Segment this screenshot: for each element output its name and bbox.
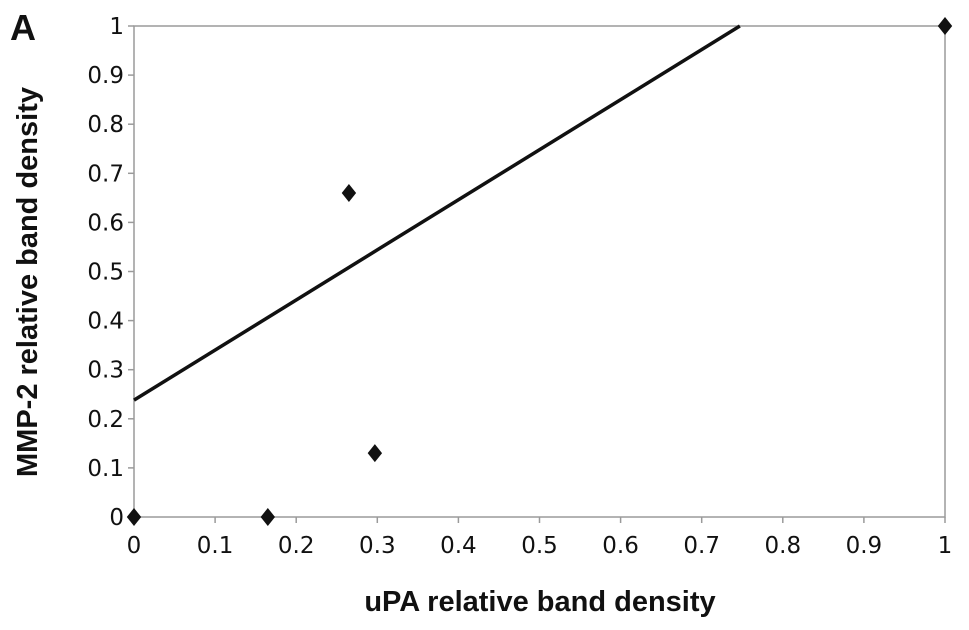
y-tick-label: 0.8 [87, 112, 124, 138]
y-tick-label: 0.7 [87, 161, 124, 187]
y-tick-label: 1 [109, 14, 124, 40]
x-tick-label: 0 [127, 533, 142, 559]
data-point [260, 508, 276, 526]
x-tick-label: 0.6 [602, 533, 639, 559]
x-tick-label: 0.9 [846, 533, 883, 559]
panel-label: A [10, 7, 36, 48]
y-tick-label: 0.4 [87, 309, 124, 335]
x-tick-label: 1 [938, 533, 953, 559]
x-tick-label: 0.1 [197, 533, 234, 559]
y-tick-label: 0.6 [87, 210, 124, 236]
x-tick-label: 0.2 [278, 533, 315, 559]
x-tick-label: 0.3 [359, 533, 396, 559]
y-tick-label: 0 [109, 505, 124, 531]
x-tick-label: 0.7 [683, 533, 720, 559]
y-tick-label: 0.9 [87, 63, 124, 89]
plot-area [133, 25, 946, 518]
x-tick-label: 0.4 [440, 533, 477, 559]
x-axis-title: uPA relative band density [364, 586, 715, 618]
data-point [367, 444, 383, 463]
y-axis-title: MMP-2 relative band density [12, 87, 44, 477]
y-tick-label: 0.1 [87, 456, 124, 482]
y-tick-label: 0.3 [87, 358, 124, 384]
trendline-group [133, 24, 741, 402]
data-point [937, 17, 953, 35]
data-points [126, 17, 953, 526]
y-tick-label: 0.5 [87, 260, 124, 286]
trendline [133, 24, 741, 402]
x-tick-label: 0.8 [765, 533, 802, 559]
y-axis-ticks: 0 0.1 0.2 0.3 0.4 0.5 0.6 0.7 0.8 0.9 1 [87, 14, 134, 531]
y-tick-label: 0.2 [87, 407, 124, 433]
x-tick-label: 0.5 [521, 533, 558, 559]
data-point [341, 183, 357, 202]
x-axis-ticks: 0 0.1 0.2 0.3 0.4 0.5 0.6 0.7 0.8 0.9 1 [127, 517, 953, 559]
data-point [126, 508, 142, 526]
